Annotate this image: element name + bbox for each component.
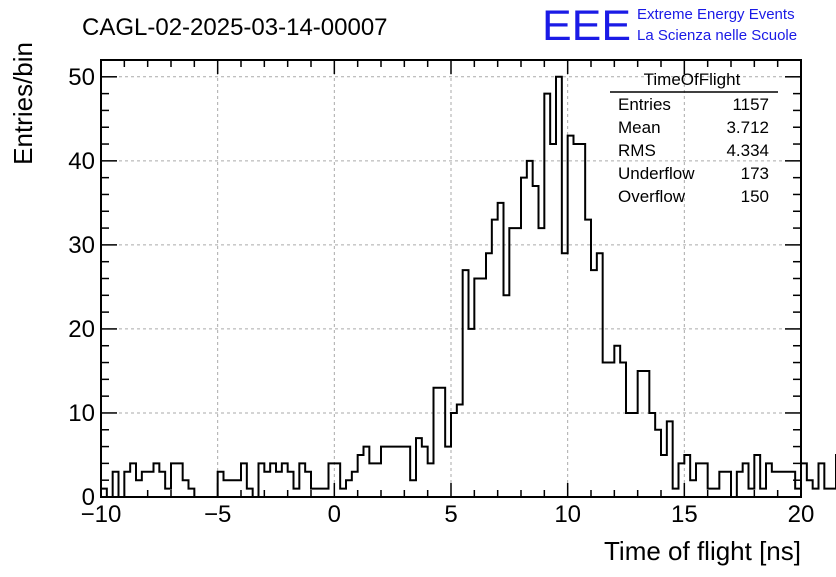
stats-underflow-label: Underflow: [618, 164, 695, 183]
x-tick-label: −10: [81, 501, 122, 528]
x-tick-label: 5: [444, 501, 457, 528]
x-tick-label: −5: [204, 501, 231, 528]
y-tick-label: 10: [68, 400, 95, 427]
y-tick-label: 40: [68, 148, 95, 175]
x-tick-label: 10: [554, 501, 581, 528]
stats-mean-value: 3.712: [726, 118, 769, 137]
stats-overflow-label: Overflow: [618, 187, 686, 206]
y-tick-label: 50: [68, 64, 95, 91]
y-tick-label: 30: [68, 232, 95, 259]
chart-title: CAGL-02-2025-03-14-00007: [82, 14, 388, 41]
x-tick-label: 0: [328, 501, 341, 528]
stats-underflow-value: 173: [741, 164, 769, 183]
grid-lines: [101, 60, 801, 497]
y-tick-label: 20: [68, 316, 95, 343]
x-tick-label: 20: [788, 501, 815, 528]
stats-rms-label: RMS: [618, 141, 656, 160]
logo-line1: Extreme Energy Events: [637, 6, 795, 23]
x-axis-label: Time of flight [ns]: [604, 536, 801, 566]
stats-overflow-value: 150: [741, 187, 769, 206]
stats-mean-label: Mean: [618, 118, 661, 137]
stats-rms-value: 4.334: [726, 141, 769, 160]
eee-logo: EEE: [542, 2, 631, 50]
x-tick-label: 15: [671, 501, 698, 528]
y-axis-label: Entries/bin: [8, 42, 38, 165]
logo-line2: La Scienza nelle Scuole: [637, 27, 797, 44]
stats-entries-label: Entries: [618, 95, 671, 114]
stats-header: TimeOfFlight: [644, 70, 741, 89]
stats-entries-value: 1157: [732, 95, 769, 114]
histogram-series: [101, 75, 836, 498]
tick-labels: −10 −5 0 5 10 15 20 0 10 20 30 40 50: [68, 64, 814, 528]
axis-ticks: [100, 59, 802, 498]
y-tick-label: 0: [82, 484, 95, 511]
stats-box: TimeOfFlight Entries 1157 Mean 3.712 RMS…: [610, 70, 778, 206]
